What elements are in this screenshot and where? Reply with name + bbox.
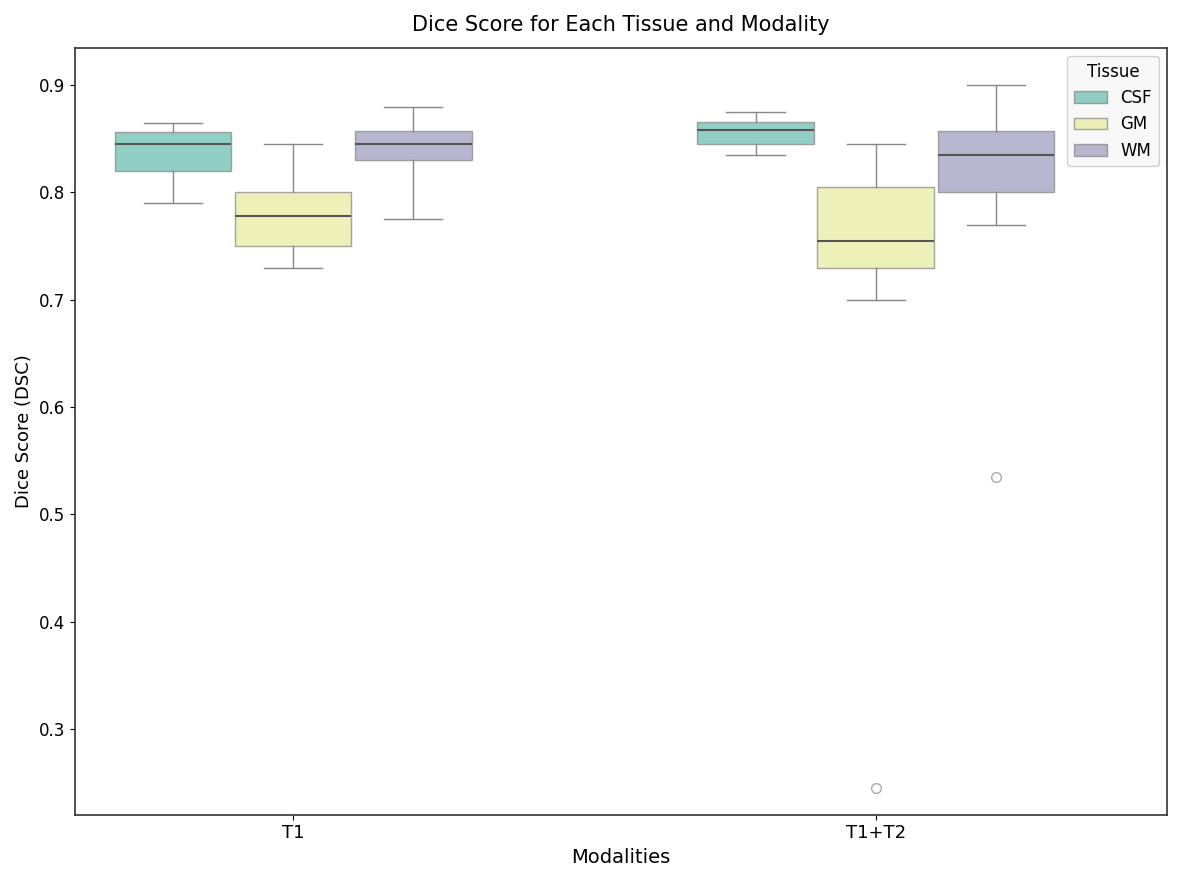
X-axis label: Modalities: Modalities bbox=[571, 848, 670, 867]
PathPatch shape bbox=[355, 131, 472, 161]
PathPatch shape bbox=[818, 187, 934, 267]
PathPatch shape bbox=[235, 192, 351, 246]
Legend: CSF, GM, WM: CSF, GM, WM bbox=[1067, 56, 1158, 167]
Y-axis label: Dice Score (DSC): Dice Score (DSC) bbox=[15, 355, 33, 508]
PathPatch shape bbox=[937, 131, 1054, 192]
PathPatch shape bbox=[697, 122, 814, 145]
Title: Dice Score for Each Tissue and Modality: Dice Score for Each Tissue and Modality bbox=[413, 15, 830, 35]
PathPatch shape bbox=[115, 132, 232, 171]
